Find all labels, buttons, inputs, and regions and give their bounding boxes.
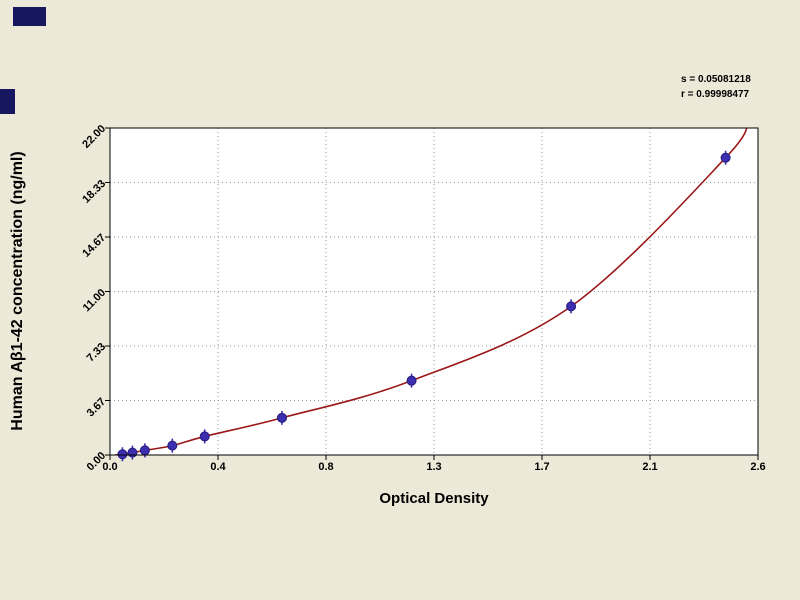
data-point bbox=[406, 375, 417, 386]
x-tick-label: 2.1 bbox=[642, 461, 658, 473]
x-tick-label: 1.7 bbox=[534, 461, 550, 473]
data-point bbox=[117, 449, 128, 460]
data-point bbox=[139, 445, 150, 456]
fit-stats: s = 0.05081218 r = 0.99998477 bbox=[681, 72, 751, 102]
x-tick-label: 0.8 bbox=[318, 461, 334, 473]
x-tick-label: 0.4 bbox=[210, 461, 226, 473]
x-tick-label: 1.3 bbox=[426, 461, 442, 473]
data-point bbox=[199, 431, 210, 442]
data-point bbox=[566, 301, 577, 312]
logo-block-left bbox=[0, 89, 15, 114]
gridlines bbox=[110, 128, 758, 455]
data-point bbox=[276, 412, 287, 423]
logo-block-top bbox=[13, 7, 46, 26]
data-point bbox=[720, 152, 731, 163]
data-point bbox=[127, 447, 138, 458]
x-tick-label: 0.0 bbox=[102, 461, 118, 473]
x-axis-title: Optical Density bbox=[379, 490, 489, 507]
fit-stat-r: r = 0.99998477 bbox=[681, 89, 750, 100]
fit-stat-s: s = 0.05081218 bbox=[681, 74, 751, 85]
data-point bbox=[167, 440, 178, 451]
x-tick-label: 2.6 bbox=[750, 461, 766, 473]
tick-marks bbox=[105, 127, 759, 460]
